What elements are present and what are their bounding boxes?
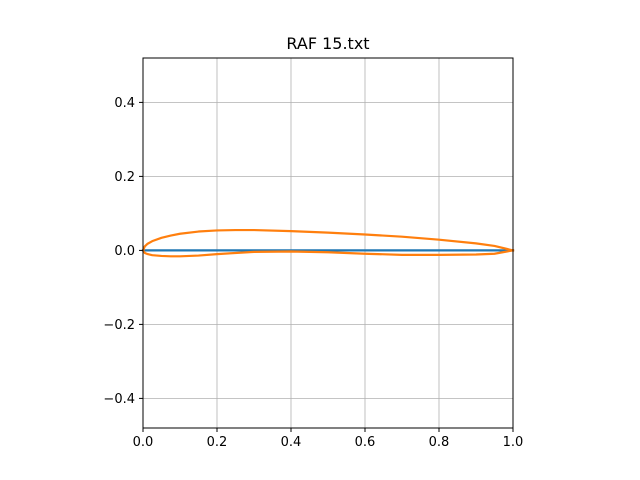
x-tick-label: 0.6 <box>355 435 376 450</box>
y-tick-label: 0.4 <box>114 96 135 111</box>
chart-title: RAF 15.txt <box>286 34 369 53</box>
axes-spines <box>142 57 514 429</box>
x-tick-label: 0.2 <box>207 435 228 450</box>
tick-layer: 0.0 0.2 0.4 0.6 0.8 1.0 −0.4 −0.2 0.0 0.2 0.4 <box>103 96 523 450</box>
airfoil-outline <box>141 228 515 258</box>
x-tick-label: 0.8 <box>429 435 450 450</box>
x-tick-label: 1.0 <box>503 435 524 450</box>
y-tick-label: −0.4 <box>103 392 135 407</box>
y-tick-label: 0.0 <box>114 244 135 259</box>
plot-frame <box>142 57 514 429</box>
y-tick-label: −0.2 <box>103 318 135 333</box>
x-tick-label: 0.4 <box>281 435 302 450</box>
x-tick-label: 0.0 <box>133 435 154 450</box>
series-layer <box>141 228 515 258</box>
y-tick-label: 0.2 <box>114 170 135 185</box>
